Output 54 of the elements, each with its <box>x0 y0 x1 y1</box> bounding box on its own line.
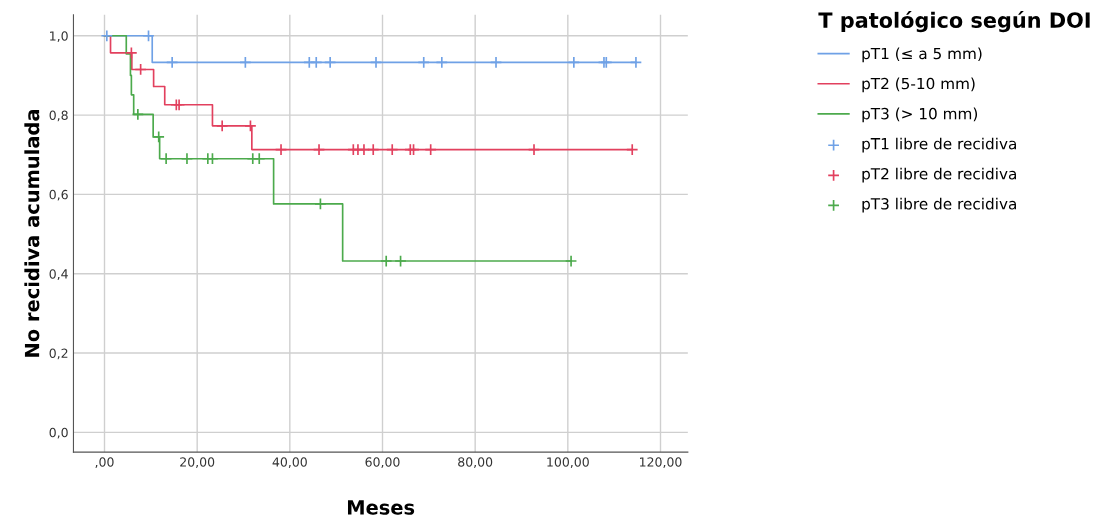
point <box>159 152 173 165</box>
point <box>357 143 371 156</box>
x-tick-label: 60,00 <box>365 457 400 468</box>
x-tick-label: 120,00 <box>640 457 682 468</box>
point <box>435 56 449 69</box>
x-tick-label: 80,00 <box>458 457 493 468</box>
point <box>424 143 437 156</box>
legend-label: pT3 libre de recidiva <box>862 197 1016 213</box>
point <box>386 143 399 156</box>
point <box>239 56 252 69</box>
point <box>180 152 194 165</box>
legend-label: pT1 libre de recidiva <box>862 137 1016 153</box>
point <box>244 119 257 133</box>
x-axis-title: Meses <box>348 500 415 515</box>
point <box>314 197 327 211</box>
point <box>310 56 323 69</box>
point <box>142 29 155 42</box>
point <box>152 130 165 144</box>
point <box>379 254 393 268</box>
point <box>274 143 288 156</box>
point <box>417 56 430 69</box>
point <box>125 46 138 60</box>
point <box>564 254 578 268</box>
y-axis-title: No recidiva acumulada <box>24 110 40 357</box>
y-tick-label: 0,8 <box>49 110 68 122</box>
x-tick-label: ,00 <box>95 457 114 468</box>
x-tick-label: 100,00 <box>547 457 589 468</box>
point <box>567 56 581 69</box>
y-tick-label: 0,6 <box>49 189 68 201</box>
point <box>215 119 229 133</box>
y-tick-label: 1,0 <box>50 31 68 42</box>
point <box>253 152 266 165</box>
point <box>165 56 179 69</box>
point <box>323 56 337 69</box>
y-tick-label: 0,4 <box>49 269 68 280</box>
point <box>134 63 147 76</box>
x-tick-label: 20,00 <box>180 457 215 468</box>
point <box>527 143 541 156</box>
legend-title: T patológico según DOI <box>818 11 1090 33</box>
point <box>312 143 326 156</box>
point <box>626 143 639 156</box>
legend-label: pT2 libre de recidiva <box>862 167 1016 183</box>
legend-label: pT3 (> 10 mm) <box>862 107 978 123</box>
point <box>369 56 383 69</box>
y-tick-label: 0,0 <box>49 427 68 439</box>
y-tick-label: 0,2 <box>49 348 68 360</box>
point <box>131 108 145 121</box>
legend-label: pT2 (5-10 mm) <box>862 77 975 93</box>
point <box>489 56 503 69</box>
point <box>394 254 407 268</box>
x-tick-label: 40,00 <box>272 457 307 468</box>
point <box>367 143 380 156</box>
legend-label: pT1 (≤ a 5 mm) <box>862 47 982 63</box>
point <box>629 56 643 69</box>
